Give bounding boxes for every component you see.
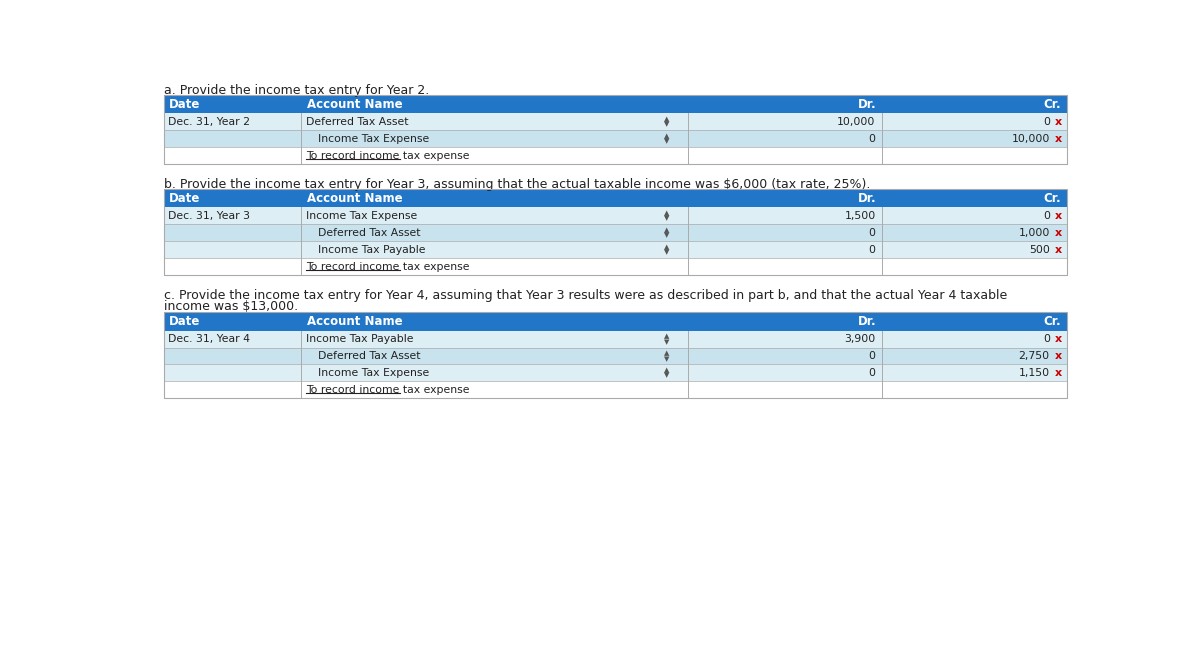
Text: Dr.: Dr.: [858, 98, 876, 111]
Bar: [164, 258, 1067, 275]
Text: x: x: [1055, 244, 1062, 255]
Bar: [164, 189, 1067, 207]
Text: ▼: ▼: [664, 250, 670, 255]
Bar: [164, 148, 1067, 164]
Text: ▲: ▲: [664, 367, 670, 373]
Text: 2,750: 2,750: [1019, 351, 1050, 361]
Text: x: x: [1055, 211, 1062, 221]
Text: b. Provide the income tax entry for Year 3, assuming that the actual taxable inc: b. Provide the income tax entry for Year…: [164, 178, 870, 191]
Text: x: x: [1055, 368, 1062, 378]
Text: Date: Date: [169, 98, 200, 111]
Text: Dr.: Dr.: [858, 315, 876, 328]
Text: Income Tax Payable: Income Tax Payable: [306, 334, 413, 344]
Text: Date: Date: [169, 315, 200, 328]
Bar: [164, 348, 1067, 365]
Text: x: x: [1055, 351, 1062, 361]
Text: income was $13,000.: income was $13,000.: [164, 300, 298, 313]
Text: ▼: ▼: [664, 138, 670, 144]
Bar: [164, 207, 1067, 224]
Text: Dec. 31, Year 3: Dec. 31, Year 3: [168, 211, 250, 221]
Text: ▲: ▲: [664, 133, 670, 139]
Bar: [164, 224, 1067, 241]
Text: 0: 0: [869, 227, 876, 238]
Text: Income Tax Expense: Income Tax Expense: [306, 211, 418, 221]
Text: a. Provide the income tax entry for Year 2.: a. Provide the income tax entry for Year…: [164, 84, 430, 97]
Text: Dec. 31, Year 4: Dec. 31, Year 4: [168, 334, 250, 344]
Text: ▼: ▼: [664, 122, 670, 127]
Text: ▲: ▲: [664, 333, 670, 339]
Text: 0: 0: [1043, 117, 1050, 127]
Bar: [164, 331, 1067, 348]
Text: Dr.: Dr.: [858, 192, 876, 205]
Bar: [164, 382, 1067, 398]
Text: 500: 500: [1028, 244, 1050, 255]
Text: To record income tax expense: To record income tax expense: [306, 385, 469, 395]
Text: Deferred Tax Asset: Deferred Tax Asset: [318, 351, 421, 361]
Text: Cr.: Cr.: [1044, 98, 1062, 111]
Text: Income Tax Payable: Income Tax Payable: [318, 244, 426, 255]
Text: ▲: ▲: [664, 227, 670, 233]
Text: 1,000: 1,000: [1019, 227, 1050, 238]
Text: Cr.: Cr.: [1044, 315, 1062, 328]
Text: ▲: ▲: [664, 210, 670, 216]
Text: x: x: [1055, 117, 1062, 127]
Bar: [164, 113, 1067, 131]
Text: x: x: [1055, 227, 1062, 238]
Text: ▲: ▲: [664, 350, 670, 356]
Text: 0: 0: [869, 351, 876, 361]
Text: ▼: ▼: [664, 339, 670, 345]
Text: 3,900: 3,900: [845, 334, 876, 344]
Bar: [164, 95, 1067, 164]
Bar: [164, 241, 1067, 258]
Text: Deferred Tax Asset: Deferred Tax Asset: [306, 117, 408, 127]
Text: 1,500: 1,500: [845, 211, 876, 221]
Text: Income Tax Expense: Income Tax Expense: [318, 368, 430, 378]
Text: Income Tax Expense: Income Tax Expense: [318, 134, 430, 144]
Bar: [164, 95, 1067, 113]
Text: Deferred Tax Asset: Deferred Tax Asset: [318, 227, 421, 238]
Text: x: x: [1055, 334, 1062, 344]
Text: c. Provide the income tax entry for Year 4, assuming that Year 3 results were as: c. Provide the income tax entry for Year…: [164, 289, 1007, 302]
Text: ▲: ▲: [664, 244, 670, 250]
Text: Cr.: Cr.: [1044, 192, 1062, 205]
Bar: [164, 189, 1067, 275]
Bar: [164, 312, 1067, 398]
Text: Account Name: Account Name: [307, 98, 402, 111]
Text: To record income tax expense: To record income tax expense: [306, 262, 469, 272]
Bar: [164, 312, 1067, 331]
Text: 0: 0: [869, 368, 876, 378]
Text: x: x: [1055, 134, 1062, 144]
Text: 10,000: 10,000: [1012, 134, 1050, 144]
Text: Dec. 31, Year 2: Dec. 31, Year 2: [168, 117, 250, 127]
Text: ▼: ▼: [664, 372, 670, 378]
Text: 10,000: 10,000: [838, 117, 876, 127]
Text: 0: 0: [1043, 211, 1050, 221]
Text: Account Name: Account Name: [307, 192, 402, 205]
Text: 0: 0: [1043, 334, 1050, 344]
Text: 1,150: 1,150: [1019, 368, 1050, 378]
Text: ▲: ▲: [664, 116, 670, 122]
Text: Date: Date: [169, 192, 200, 205]
Text: ▼: ▼: [664, 356, 670, 361]
Text: Account Name: Account Name: [307, 315, 402, 328]
Text: 0: 0: [869, 134, 876, 144]
Text: 0: 0: [869, 244, 876, 255]
Text: To record income tax expense: To record income tax expense: [306, 151, 469, 161]
Bar: [164, 131, 1067, 148]
Text: ▼: ▼: [664, 216, 670, 222]
Bar: [164, 365, 1067, 382]
Text: ▼: ▼: [664, 233, 670, 239]
